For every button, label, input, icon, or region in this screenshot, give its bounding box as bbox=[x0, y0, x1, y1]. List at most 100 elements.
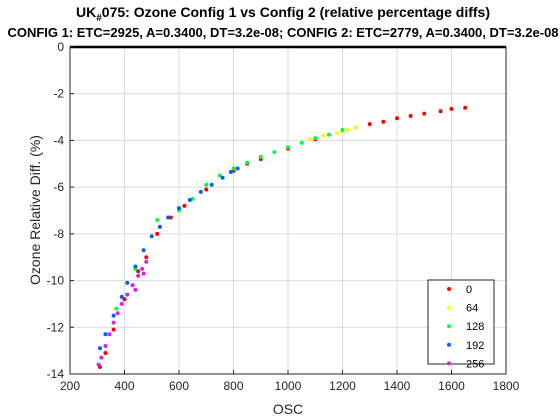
data-point bbox=[354, 125, 359, 130]
data-point bbox=[111, 320, 116, 325]
y-tick-label: -14 bbox=[47, 367, 65, 381]
data-point bbox=[130, 283, 135, 288]
data-point bbox=[119, 294, 124, 299]
data-point bbox=[141, 248, 146, 253]
data-point bbox=[228, 169, 233, 174]
data-point bbox=[149, 234, 154, 239]
data-point bbox=[335, 130, 340, 135]
x-tick-label: 200 bbox=[60, 379, 80, 393]
data-point bbox=[111, 313, 116, 318]
y-tick-label: 0 bbox=[57, 40, 64, 54]
data-point bbox=[96, 362, 101, 367]
legend-marker bbox=[447, 305, 451, 310]
data-point bbox=[111, 327, 116, 332]
data-point bbox=[220, 175, 225, 180]
data-point bbox=[313, 136, 318, 141]
data-point bbox=[217, 173, 222, 178]
legend: 0 64 128 192 256 bbox=[427, 279, 495, 370]
data-point bbox=[449, 106, 454, 111]
chart-title: UK#075: Ozone Config 1 vs Config 2 (rela… bbox=[76, 4, 490, 24]
data-point bbox=[395, 116, 399, 121]
y-tick-label: -6 bbox=[53, 180, 64, 194]
x-tick-label: 600 bbox=[169, 379, 189, 393]
data-point bbox=[198, 189, 203, 194]
data-point bbox=[231, 166, 236, 171]
data-point bbox=[235, 166, 240, 171]
data-point bbox=[299, 140, 304, 145]
data-point bbox=[125, 292, 130, 297]
data-point bbox=[155, 231, 160, 236]
data-point bbox=[103, 350, 108, 355]
data-point bbox=[258, 154, 263, 159]
data-point bbox=[133, 264, 138, 269]
axis-ticks: 200 400 600 800 1000 1200 1400 1600 1800 0 -2 -4 -6 -… bbox=[47, 40, 520, 393]
data-point bbox=[408, 113, 413, 118]
chart-subtitle: CONFIG 1: ETC=2925, A=0.3400, DT=3.2e-08… bbox=[7, 25, 558, 40]
data-point bbox=[107, 332, 112, 337]
data-point bbox=[463, 105, 468, 110]
legend-marker bbox=[447, 342, 451, 347]
data-point bbox=[125, 280, 130, 285]
data-point bbox=[115, 311, 120, 316]
legend-label: 192 bbox=[466, 340, 484, 352]
data-point bbox=[136, 269, 141, 274]
data-point bbox=[307, 137, 312, 142]
data-point bbox=[177, 206, 181, 211]
data-point bbox=[187, 197, 192, 202]
legend-marker bbox=[447, 324, 451, 329]
legend-label: 64 bbox=[466, 303, 478, 315]
x-tick-label: 1600 bbox=[438, 379, 465, 393]
data-point bbox=[99, 355, 104, 360]
data-points bbox=[96, 105, 468, 369]
data-point bbox=[182, 203, 187, 208]
data-point bbox=[422, 111, 427, 116]
legend-label: 256 bbox=[466, 358, 484, 370]
data-point bbox=[140, 266, 145, 271]
data-point bbox=[204, 182, 209, 187]
data-point bbox=[103, 343, 108, 348]
data-point bbox=[155, 217, 160, 222]
chart-title-prefix: UK bbox=[76, 4, 96, 20]
x-tick-label: 1200 bbox=[329, 379, 356, 393]
data-point bbox=[157, 224, 162, 229]
data-point bbox=[141, 271, 146, 276]
data-point bbox=[144, 259, 149, 264]
data-point bbox=[245, 160, 250, 165]
chart-title-sub: # bbox=[96, 13, 102, 24]
legend-box bbox=[427, 279, 495, 365]
data-point bbox=[367, 122, 372, 127]
x-tick-label: 1800 bbox=[493, 379, 520, 393]
data-point bbox=[209, 182, 214, 187]
data-point bbox=[144, 255, 149, 260]
y-tick-label: -2 bbox=[53, 87, 64, 101]
legend-marker bbox=[447, 361, 451, 366]
x-axis-label: OSC bbox=[273, 401, 303, 417]
data-point bbox=[204, 187, 209, 192]
y-tick-label: -10 bbox=[47, 274, 65, 288]
data-point bbox=[114, 306, 119, 311]
y-axis-label: Ozone Relative Diff. (%) bbox=[27, 135, 43, 285]
y-tick-label: -8 bbox=[53, 227, 64, 241]
legend-marker bbox=[447, 287, 451, 291]
chart-title-rest: 075: Ozone Config 1 vs Config 2 (relativ… bbox=[102, 4, 490, 20]
data-point bbox=[438, 109, 443, 114]
data-point bbox=[381, 119, 386, 124]
x-tick-label: 1400 bbox=[384, 379, 411, 393]
data-point bbox=[272, 150, 277, 155]
data-point bbox=[340, 127, 345, 132]
data-point bbox=[133, 287, 138, 292]
data-point bbox=[122, 297, 127, 302]
legend-label: 128 bbox=[466, 321, 484, 333]
x-tick-label: 400 bbox=[114, 379, 134, 393]
data-point bbox=[166, 215, 171, 220]
x-tick-label: 800 bbox=[223, 379, 243, 393]
data-point bbox=[97, 346, 102, 351]
legend-label: 0 bbox=[466, 284, 472, 296]
y-tick-label: -12 bbox=[47, 320, 65, 334]
data-point bbox=[345, 127, 350, 132]
data-point bbox=[136, 273, 141, 278]
data-point bbox=[119, 301, 124, 306]
data-point bbox=[326, 132, 331, 137]
data-point bbox=[286, 145, 290, 150]
